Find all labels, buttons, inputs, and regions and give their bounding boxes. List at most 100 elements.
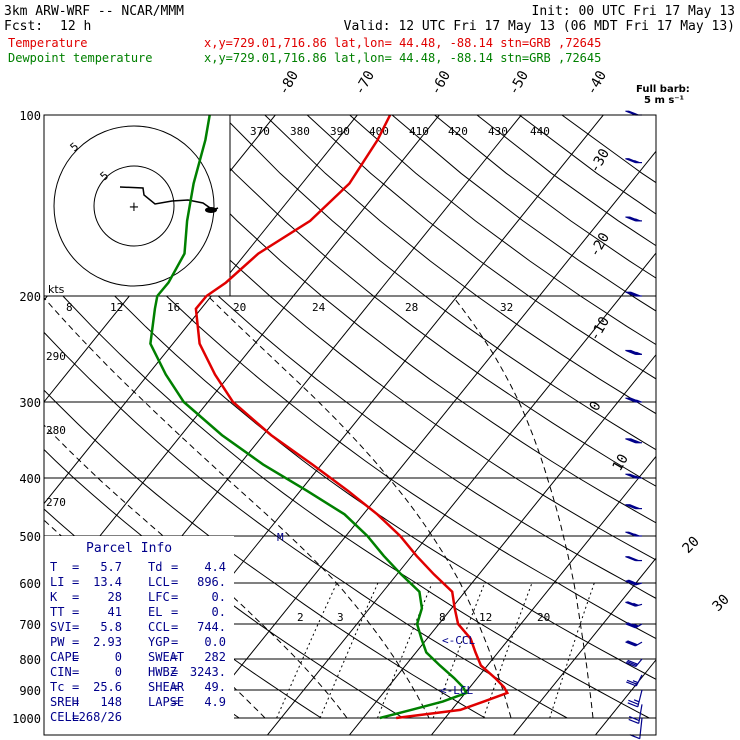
top-theta-label: 430 — [488, 125, 508, 138]
pressure-tick-label: 700 — [19, 618, 41, 632]
parcel-info-cell: CCL — [148, 620, 170, 634]
parcel-info-cell: 0. — [212, 590, 226, 604]
init-time: Init: 00 UTC Fri 17 May 13 — [532, 4, 736, 19]
pressure-labels: 100 200 300 400 500 600 700 800 900 1000 — [12, 109, 41, 726]
parcel-info-cell: = — [72, 575, 79, 589]
wind-barb-half-flag — [633, 699, 640, 703]
parcel-info-cell: K — [50, 590, 58, 604]
temperature-tick-label: 30 — [710, 592, 733, 615]
wind-barb-staff — [635, 641, 643, 647]
temperature-tick-label: -70 — [352, 68, 379, 98]
parcel-info-cell: LAPSE — [148, 695, 184, 709]
hodograph-ring-inner — [93, 165, 175, 247]
dry-adiabat — [391, 115, 656, 312]
moist-adiabat — [666, 296, 675, 718]
parcel-info-cell: = — [72, 635, 79, 649]
parcel-info-cell: 0 — [115, 650, 122, 664]
parcel-info-cell: 2.93 — [93, 635, 122, 649]
full-barb-label: Full barb: — [636, 84, 690, 95]
dry-adiabat — [179, 115, 656, 487]
temperature-trace — [194, 114, 510, 720]
pressure-tick-label: 100 — [19, 109, 41, 123]
parcel-info-cell: 41 — [108, 605, 122, 619]
parcel-info-cell: = — [171, 695, 178, 709]
parcel-info-cell: = — [72, 680, 79, 694]
hodograph-frame — [43, 114, 231, 297]
wind-barb-flag — [626, 622, 637, 628]
temperature-tick-label: 0 — [587, 399, 605, 414]
mixing-ratio-label: 3 — [337, 611, 344, 624]
wind-barb — [625, 640, 643, 647]
temperature-tick-label: 10 — [610, 451, 632, 474]
isotherm-line — [44, 115, 358, 505]
dry-adiabat — [44, 273, 650, 719]
wind-barb — [625, 438, 642, 444]
dewpoint-location: x,y=729.01,716.86 lat,lon= 44.48, -88.14… — [204, 51, 601, 65]
parcel-info-cell: LFC — [148, 590, 170, 604]
hodo-speed-label: 16 — [167, 301, 180, 314]
hodograph: 5 5 + kts — [43, 114, 231, 297]
parcel-info-cell: 0.0 — [204, 635, 226, 649]
wind-barb — [625, 601, 643, 607]
parcel-info-cell: 0 — [115, 665, 122, 679]
wind-barb — [625, 349, 642, 355]
wind-barb — [625, 658, 643, 668]
mixing-ratio-line — [549, 582, 595, 719]
mixing-ratio-label: 12 — [479, 611, 492, 624]
wind-barb — [625, 397, 642, 403]
wind-barb-flag — [626, 640, 637, 646]
pressure-tick-label: 400 — [19, 472, 41, 486]
isotherm-line — [44, 115, 440, 607]
isotherm-line — [348, 353, 656, 735]
temperature-tick-label: -80 — [276, 68, 303, 98]
wind-barb-flag — [626, 580, 637, 586]
parcel-info-cell: Td — [148, 560, 162, 574]
parcel-info-cell: TT — [50, 605, 64, 619]
parcel-info-cell: = — [171, 680, 178, 694]
wind-barb — [627, 689, 643, 708]
parcel-info-cell: SWEAT — [148, 650, 184, 664]
parcel-info-cell: SREH — [50, 695, 79, 709]
dry-adiabat — [137, 115, 656, 524]
wind-barb-flag — [628, 556, 639, 562]
isotherm-line — [594, 659, 656, 735]
wind-barb-flag — [627, 601, 638, 607]
wind-barb-flag — [628, 699, 639, 705]
temperature-tick-label: -40 — [584, 68, 611, 98]
wind-barb-flag — [625, 623, 636, 629]
wind-barb-half-flag — [635, 218, 641, 222]
hodograph-ring-outer — [53, 125, 215, 287]
dry-adiabat — [94, 115, 656, 561]
parcel-info-cell: = — [72, 665, 79, 679]
top-theta-label: 370 — [250, 125, 270, 138]
wind-barb-flag — [630, 291, 641, 297]
temperature-tick-label: -50 — [506, 68, 533, 98]
wind-barb — [625, 579, 643, 586]
wind-barb-flag — [627, 622, 638, 628]
hodo-speed-label: 12 — [110, 301, 123, 314]
isotherm-line — [184, 150, 656, 735]
wind-barb-flag — [626, 681, 637, 687]
parcel-info-cell: 896. — [197, 575, 226, 589]
dry-adiabat — [476, 115, 656, 247]
parcel-info-cell: = — [72, 620, 79, 634]
dry-adiabat — [349, 115, 656, 346]
parcel-info-cell: CIN — [50, 665, 72, 679]
parcel-info-background — [44, 536, 234, 736]
dry-adiabat — [44, 216, 656, 680]
dry-adiabat — [519, 115, 656, 215]
hodo-speed-label: 28 — [405, 301, 418, 314]
parcel-info-cell: Tc — [50, 680, 64, 694]
wind-barb-staff — [635, 674, 643, 687]
lcl-marker: <-LCL — [440, 684, 473, 697]
wind-barb-half-flag — [634, 160, 640, 164]
mixing-ratio-line — [377, 582, 433, 719]
parcel-info-cell: 148 — [100, 695, 122, 709]
hodo-speed-label: 32 — [500, 301, 513, 314]
wind-barb-half-flag — [633, 623, 639, 627]
top-theta-label: 440 — [530, 125, 550, 138]
valid-time: Valid: 12 UTC Fri 17 May 13 (06 MDT Fri … — [344, 19, 735, 34]
parcel-info-panel: Parcel Info T = 5.7 Td = 4.4LI = 13.4 LCL = 896.K =… — [44, 536, 234, 736]
wind-barb — [625, 110, 642, 116]
